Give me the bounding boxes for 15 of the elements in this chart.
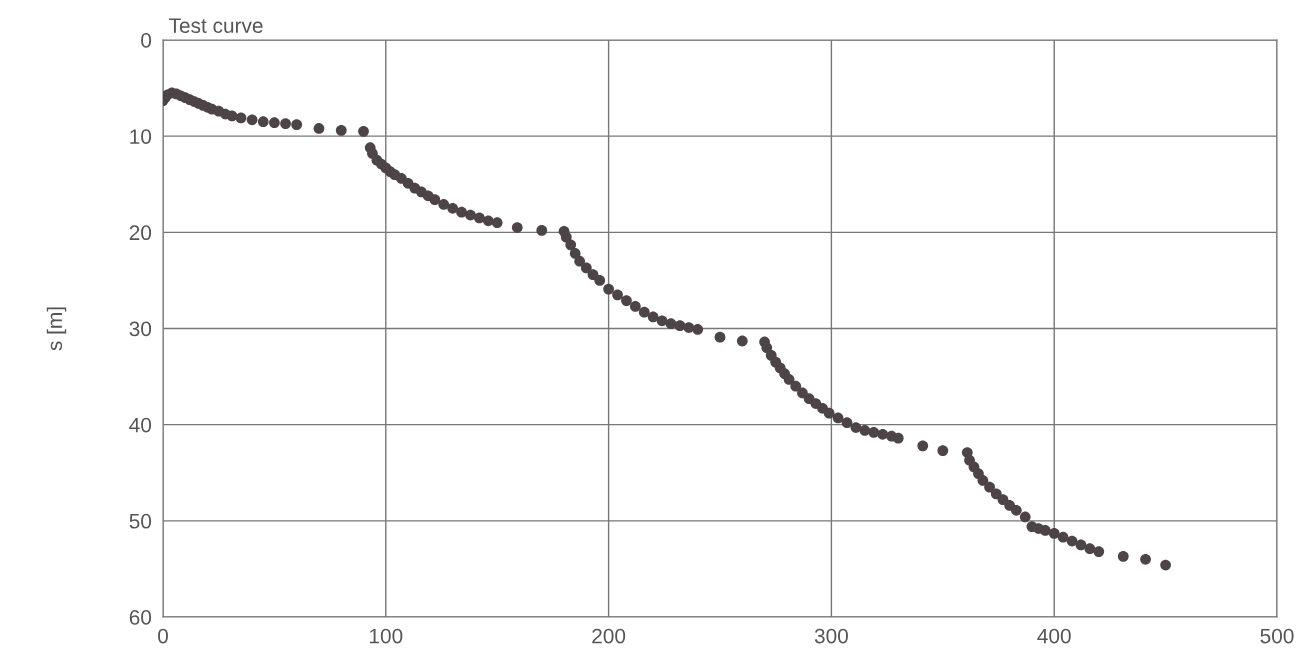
y-axis-title: s [m]	[46, 307, 67, 351]
y-tick-label: 60	[129, 610, 152, 625]
y-tick-label: 20	[129, 225, 152, 241]
x-tick-label: 500	[1260, 628, 1294, 644]
x-tick-label: 0	[158, 628, 168, 644]
chart-title: Test curve	[169, 18, 263, 33]
y-tick-label: 30	[129, 321, 152, 337]
x-tick-label: 100	[370, 628, 403, 644]
y-tick-label: 0	[141, 33, 152, 48]
y-tick-label: 10	[130, 129, 152, 144]
y-tick-label: 40	[129, 417, 152, 433]
x-tick-label: 200	[592, 628, 626, 644]
x-tick-label: 400	[1037, 628, 1071, 644]
x-tick-label: 300	[814, 628, 848, 644]
y-tick-label: 50	[129, 513, 152, 529]
